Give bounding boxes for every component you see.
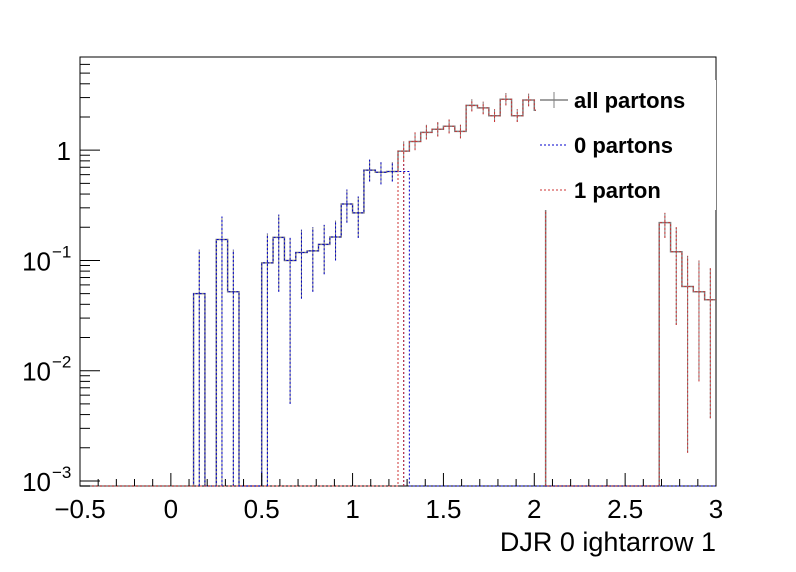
x-tick-label-2: 0.5 bbox=[244, 494, 280, 524]
series-2-line bbox=[80, 98, 716, 487]
y-tick-label-2: 10 bbox=[22, 246, 51, 276]
y-tick-exponent-1: −2 bbox=[52, 353, 71, 372]
axis-layer: −0.5 0 0.5 1 1.5 2 2.5 310 −310 −210 −11 bbox=[22, 56, 723, 524]
y-tick-label-3: 1 bbox=[57, 136, 71, 166]
x-axis-title: DJR 0 ightarrow 1 bbox=[500, 527, 716, 557]
x-tick-label-7: 3 bbox=[709, 494, 723, 524]
x-tick-label-5: 2 bbox=[527, 494, 541, 524]
y-tick-exponent-2: −1 bbox=[52, 242, 71, 261]
legend-label-2: 1 parton bbox=[574, 178, 661, 203]
x-tick-label-1: 0 bbox=[164, 494, 178, 524]
x-tick-label-6: 2.5 bbox=[607, 494, 643, 524]
x-tick-label-4: 1.5 bbox=[425, 494, 461, 524]
series-layer bbox=[80, 93, 716, 487]
x-tick-label-0: −0.5 bbox=[54, 494, 105, 524]
y-tick-label-1: 10 bbox=[22, 357, 51, 387]
y-tick-exponent-0: −3 bbox=[52, 463, 71, 482]
series-1-line bbox=[80, 169, 716, 487]
legend: all partons 0 partons 1 parton bbox=[540, 88, 685, 203]
series-2 bbox=[80, 93, 716, 487]
legend-label-1: 0 partons bbox=[574, 133, 673, 158]
legend-label-0: all partons bbox=[574, 88, 685, 113]
y-tick-label-0: 10 bbox=[22, 467, 51, 497]
x-tick-label-3: 1 bbox=[345, 494, 359, 524]
